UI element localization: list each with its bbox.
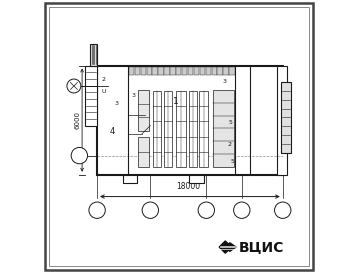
Bar [213,90,234,167]
Bar [229,67,235,75]
Circle shape [67,79,81,93]
Text: 2: 2 [227,142,232,147]
Text: 3: 3 [132,93,136,98]
Text: 4: 4 [280,206,285,215]
Bar [176,91,186,167]
Bar [135,67,140,75]
Bar [182,67,187,75]
Polygon shape [219,241,231,253]
Circle shape [275,202,291,218]
Text: 3: 3 [114,101,118,106]
Circle shape [198,202,214,218]
Bar [205,67,211,75]
Bar [146,67,152,75]
Text: ВЦИС: ВЦИС [239,240,285,254]
Text: 5: 5 [229,120,233,125]
Bar [141,67,146,75]
Text: 4: 4 [110,127,115,135]
Text: 3₁: 3₁ [238,208,245,213]
Text: U: U [102,89,106,94]
Bar [188,67,193,75]
Bar [189,175,204,183]
Text: 6000: 6000 [74,111,80,129]
Bar [170,67,175,75]
Bar [85,66,97,126]
Bar [223,67,229,75]
Bar [176,67,182,75]
Polygon shape [224,243,236,251]
Bar [164,67,170,75]
Circle shape [142,202,159,218]
Bar [277,66,287,175]
Text: 2: 2 [148,206,153,215]
Bar [123,175,137,183]
Text: 1: 1 [95,206,100,215]
Text: 3: 3 [222,79,226,84]
Bar [153,91,161,167]
Bar [164,91,172,167]
Circle shape [89,202,105,218]
Text: 18000: 18000 [176,182,200,191]
Bar [97,66,283,175]
Circle shape [234,202,250,218]
Bar [137,136,149,167]
Bar [200,67,205,75]
Bar [218,67,223,75]
Text: 3: 3 [204,206,209,215]
Bar [137,90,149,131]
Text: 1: 1 [173,97,179,105]
Bar [194,67,199,75]
Bar [158,67,164,75]
Bar [199,91,208,167]
Bar [153,67,158,75]
Text: 2: 2 [102,77,106,82]
Bar [129,67,134,75]
Bar [90,44,97,66]
Bar [281,82,291,153]
Bar [189,91,197,167]
Bar [212,67,217,75]
Text: 5: 5 [230,159,234,164]
Circle shape [71,147,88,164]
Text: А: А [77,151,82,160]
